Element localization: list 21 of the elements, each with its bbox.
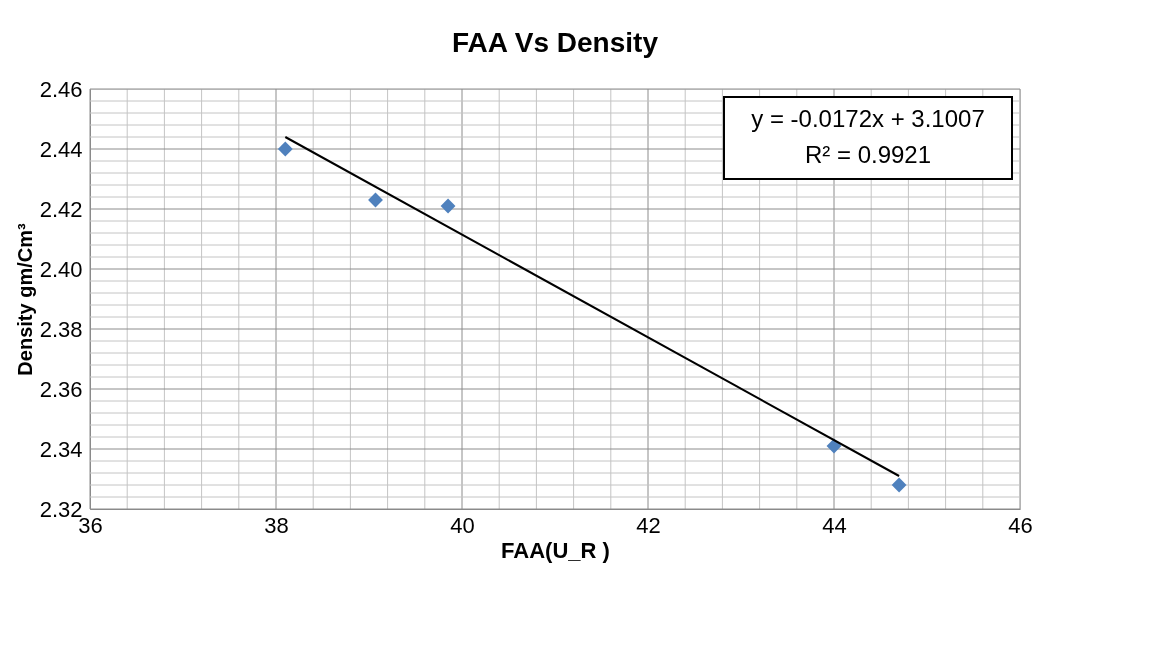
y-tick-label: 2.38 xyxy=(39,316,83,342)
x-tick-label: 44 xyxy=(822,512,847,538)
y-tick-label: 2.42 xyxy=(39,196,83,222)
chart-title: FAA Vs Density xyxy=(452,27,659,58)
point xyxy=(891,477,907,493)
x-tick-label: 40 xyxy=(450,512,475,538)
x-axis-title: FAA(U_R ) xyxy=(501,537,610,563)
y-tick-label: 2.40 xyxy=(39,256,83,282)
annotation: y = -0.0172x + 3.1007 xyxy=(751,105,985,132)
y-tick-label: 2.46 xyxy=(39,76,83,102)
point xyxy=(440,198,456,214)
annotation: R² = 0.9921 xyxy=(804,141,932,168)
y-axis-title: Density gm/Cm³ xyxy=(13,223,36,376)
y-tick-label: 2.36 xyxy=(39,376,83,402)
x-tick-label: 46 xyxy=(1008,512,1033,538)
x-tick-label: 38 xyxy=(264,512,289,538)
y-tick-label: 2.34 xyxy=(39,436,83,462)
x-tick-label: 42 xyxy=(636,512,661,538)
y-tick-label: 2.44 xyxy=(39,136,83,162)
point xyxy=(277,141,293,157)
point xyxy=(826,438,842,454)
